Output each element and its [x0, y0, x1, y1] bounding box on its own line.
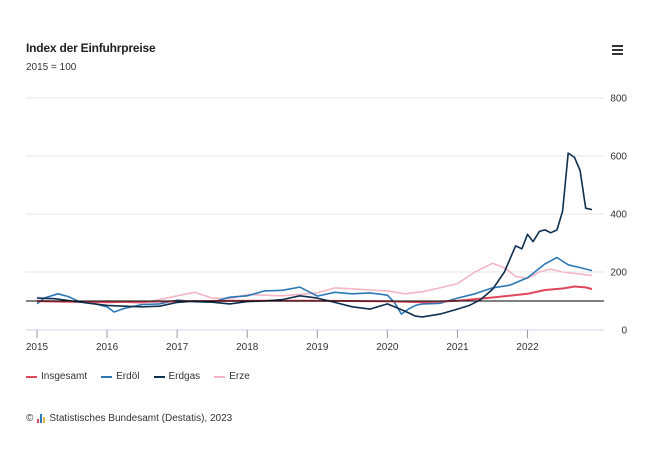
- x-tick-label-2020: 2020: [376, 342, 399, 353]
- chart-subtitle: 2015 = 100: [26, 62, 77, 73]
- x-tick-label-2021: 2021: [446, 342, 469, 353]
- legend-label-insgesamt: Insgesamt: [41, 371, 88, 382]
- y-tick-label-200: 200: [610, 268, 627, 279]
- y-tick-label-600: 600: [610, 152, 627, 163]
- legend-item-insgesamt[interactable]: Insgesamt: [26, 371, 87, 382]
- series-line-erze: [36, 262, 593, 305]
- chart-title: Index der Einfuhrpreise: [26, 41, 156, 55]
- y-tick-label-0: 0: [621, 326, 627, 337]
- legend-item-erze[interactable]: Erze: [214, 371, 250, 382]
- destatis-logo-icon: [37, 414, 46, 423]
- legend-label-erze: Erze: [229, 371, 250, 382]
- y-tick-label-400: 400: [610, 210, 627, 221]
- hamburger-menu-icon[interactable]: [612, 44, 624, 56]
- legend-item-erdgas[interactable]: Erdgas: [153, 371, 201, 382]
- legend-item-erdoel[interactable]: Erdöl: [101, 371, 140, 382]
- x-tick-label-2015: 2015: [26, 342, 49, 353]
- x-tick-label-2018: 2018: [236, 342, 259, 353]
- y-tick-label-800: 800: [610, 94, 627, 105]
- copyright-symbol: ©: [26, 413, 34, 424]
- legend-swatch-erze: [214, 375, 226, 378]
- x-tick-label-2022: 2022: [516, 342, 539, 353]
- x-tick-label-2017: 2017: [166, 342, 189, 353]
- legend-label-erdgas: Erdgas: [168, 371, 201, 382]
- source-credit: © Statistisches Bundesamt (Destatis), 20…: [26, 413, 232, 424]
- legend-swatch-erdoel: [101, 375, 113, 378]
- series-line-erdgas: [36, 152, 593, 318]
- x-tick-label-2016: 2016: [96, 342, 119, 353]
- series-line-erdoel: [36, 256, 593, 315]
- legend-swatch-insgesamt: [26, 375, 37, 378]
- chart-legend: Insgesamt Erdöl Erdgas Erze: [26, 371, 250, 382]
- legend-swatch-erdgas: [153, 375, 165, 378]
- legend-label-erdoel: Erdöl: [116, 371, 140, 382]
- x-tick-label-2019: 2019: [306, 342, 329, 353]
- credit-text: Statistisches Bundesamt (Destatis), 2023: [49, 413, 233, 424]
